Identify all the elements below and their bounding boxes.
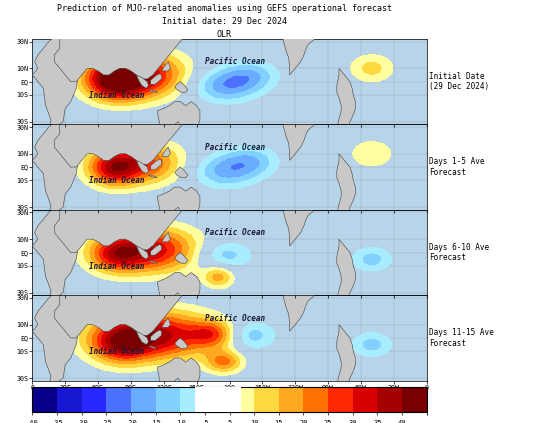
Text: Indian Ocean: Indian Ocean <box>89 176 145 185</box>
Polygon shape <box>175 338 188 349</box>
Polygon shape <box>343 58 385 87</box>
Polygon shape <box>157 102 200 132</box>
Polygon shape <box>32 118 82 214</box>
Polygon shape <box>175 82 188 92</box>
Polygon shape <box>55 71 191 167</box>
Polygon shape <box>137 160 148 174</box>
Polygon shape <box>148 175 157 178</box>
Polygon shape <box>175 167 188 178</box>
Polygon shape <box>334 68 355 155</box>
Polygon shape <box>157 272 200 303</box>
Polygon shape <box>137 246 148 259</box>
Polygon shape <box>151 244 161 255</box>
Bar <box>195 387 241 412</box>
Polygon shape <box>148 261 157 263</box>
Polygon shape <box>161 62 171 71</box>
Polygon shape <box>137 75 148 88</box>
Text: Pacific Ocean: Pacific Ocean <box>205 143 265 152</box>
Text: Initial date: 29 Dec 2024: Initial date: 29 Dec 2024 <box>161 17 287 26</box>
Text: Indian Ocean: Indian Ocean <box>89 261 145 271</box>
Polygon shape <box>32 203 82 299</box>
Polygon shape <box>22 71 76 119</box>
Polygon shape <box>161 318 171 327</box>
Polygon shape <box>151 159 161 170</box>
Text: Prediction of MJO-related anomalies using GEFS operational forecast: Prediction of MJO-related anomalies usin… <box>57 4 392 13</box>
Polygon shape <box>148 346 157 349</box>
Polygon shape <box>334 324 355 412</box>
Polygon shape <box>151 74 161 84</box>
Polygon shape <box>55 242 191 338</box>
Polygon shape <box>282 0 366 75</box>
Polygon shape <box>151 330 161 341</box>
Polygon shape <box>282 157 366 246</box>
Text: Pacific Ocean: Pacific Ocean <box>205 57 265 66</box>
Polygon shape <box>282 242 366 331</box>
Polygon shape <box>22 0 76 33</box>
Text: Initial Date
(29 Dec 2024): Initial Date (29 Dec 2024) <box>429 72 489 91</box>
Text: Days 1-5 Ave
Forecast: Days 1-5 Ave Forecast <box>429 157 485 177</box>
Polygon shape <box>22 157 76 204</box>
Polygon shape <box>343 0 385 2</box>
Polygon shape <box>55 0 191 82</box>
Text: Days 6-10 Ave
Forecast: Days 6-10 Ave Forecast <box>429 243 489 262</box>
Text: Indian Ocean: Indian Ocean <box>89 91 145 100</box>
Text: Pacific Ocean: Pacific Ocean <box>205 313 265 323</box>
Polygon shape <box>161 233 171 242</box>
Polygon shape <box>55 157 191 253</box>
Polygon shape <box>282 71 366 160</box>
Text: Days 11-15 Ave
Forecast: Days 11-15 Ave Forecast <box>429 328 494 348</box>
Text: OLR: OLR <box>217 30 232 38</box>
Text: Indian Ocean: Indian Ocean <box>89 347 145 356</box>
Polygon shape <box>175 253 188 263</box>
Polygon shape <box>148 90 157 92</box>
Polygon shape <box>22 242 76 290</box>
Polygon shape <box>343 228 385 258</box>
Polygon shape <box>157 358 200 389</box>
Polygon shape <box>32 32 82 128</box>
Text: Pacific Ocean: Pacific Ocean <box>205 228 265 237</box>
Polygon shape <box>157 187 200 218</box>
Polygon shape <box>334 154 355 241</box>
Polygon shape <box>334 239 355 326</box>
Polygon shape <box>343 143 385 173</box>
Polygon shape <box>161 147 171 157</box>
Polygon shape <box>32 288 82 385</box>
Polygon shape <box>137 331 148 345</box>
